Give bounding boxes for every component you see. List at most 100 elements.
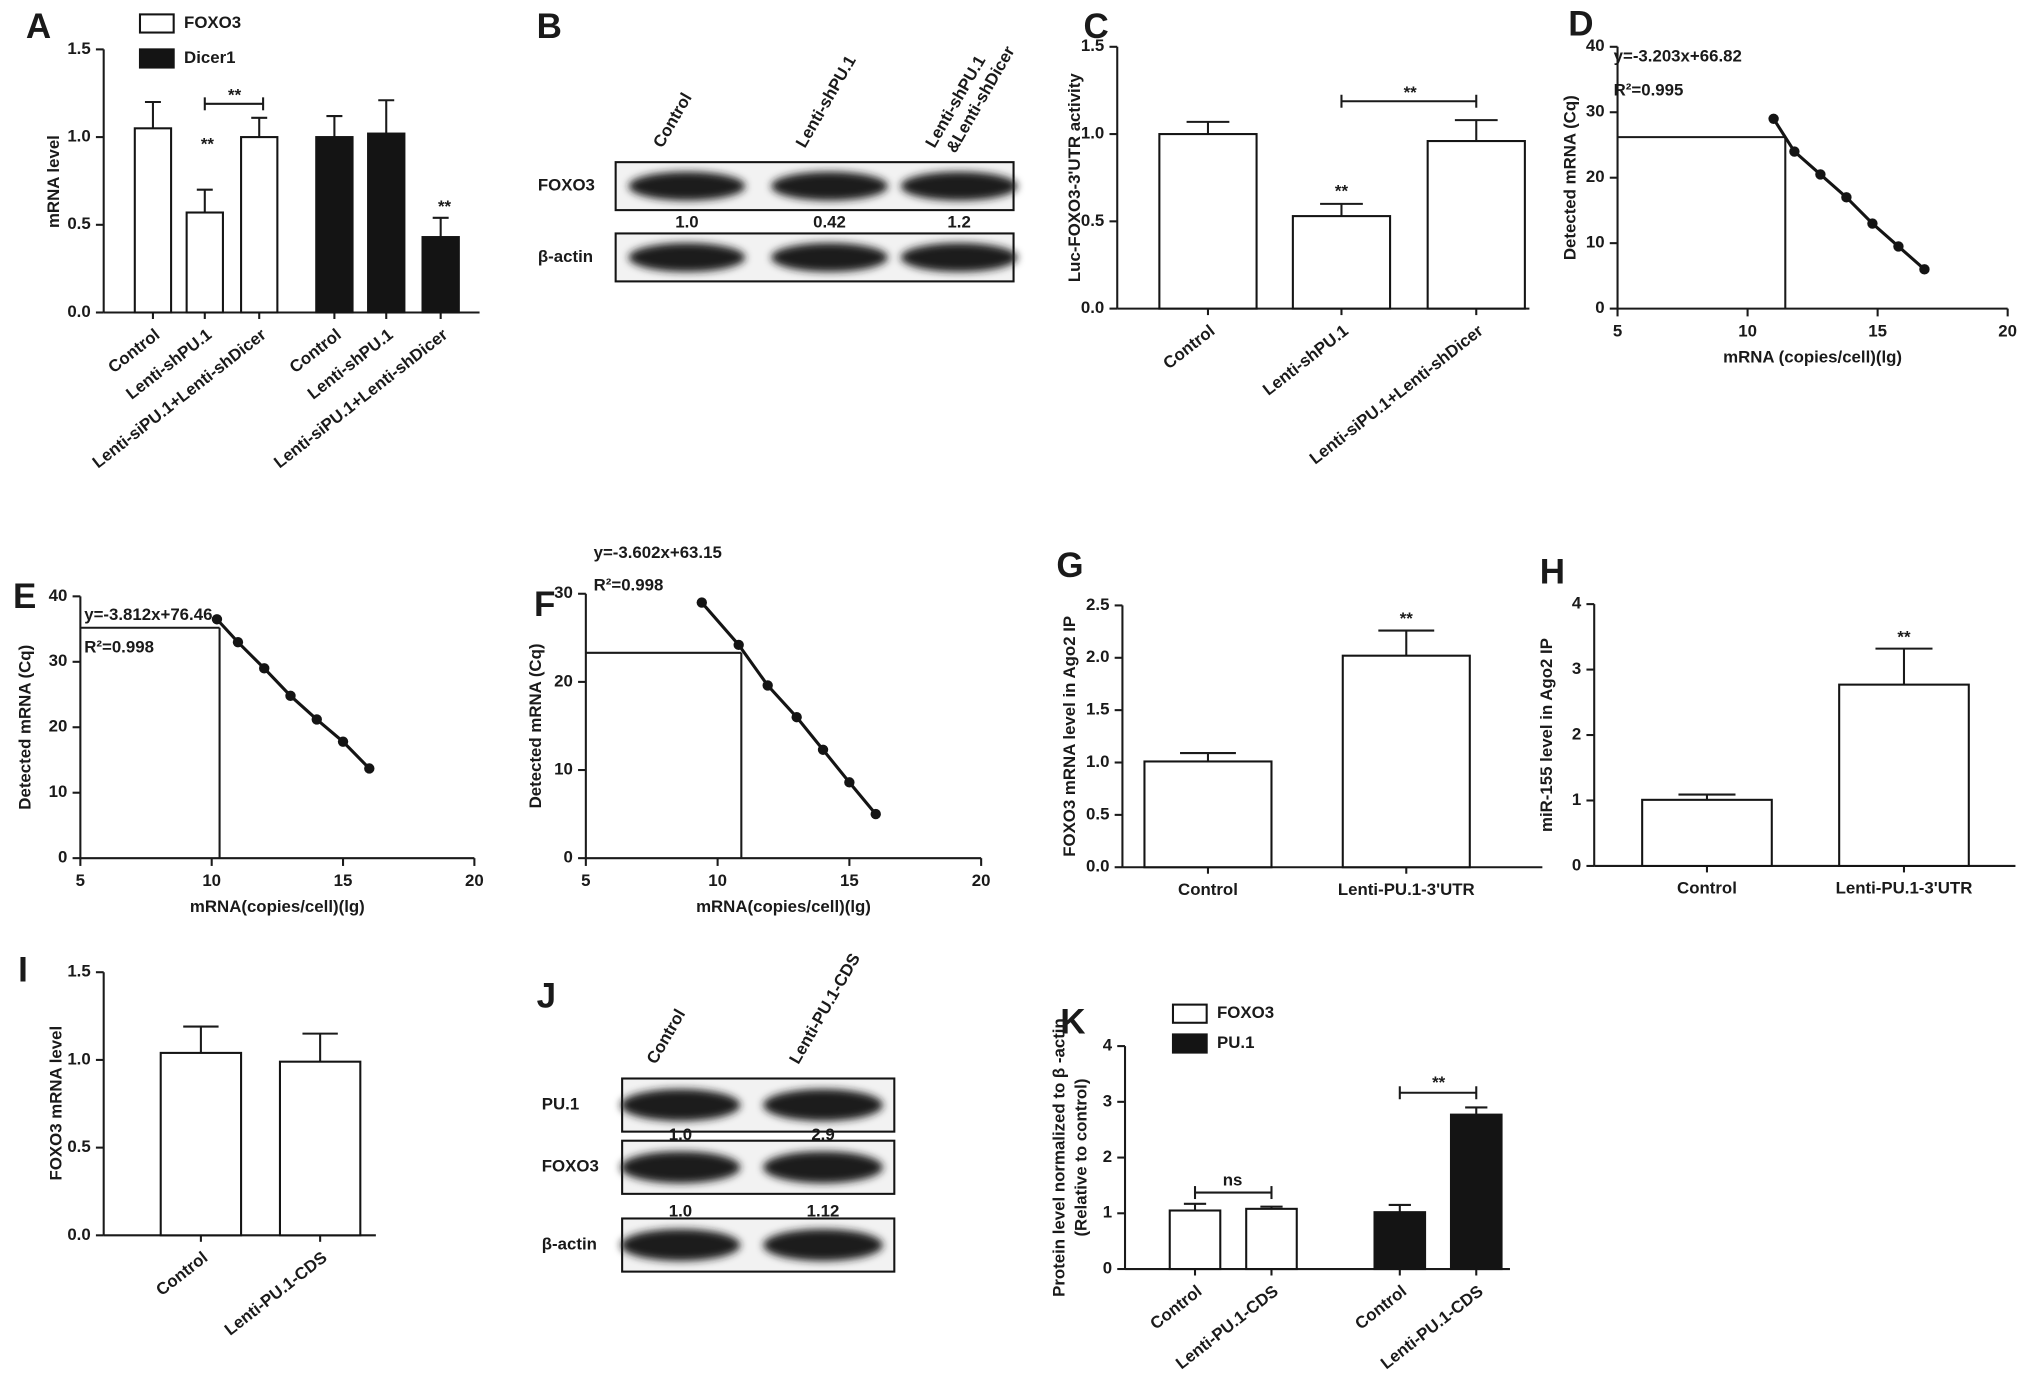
x-tick-label: Lenti-PU.1-3'UTR: [1338, 880, 1475, 899]
data-point: [1789, 146, 1800, 157]
x-tick-label: 5: [76, 871, 85, 890]
bar: [1641, 798, 1773, 867]
y-axis-title: Detected mRNA (Cq): [1560, 95, 1579, 260]
row-label: FOXO3: [542, 1157, 599, 1176]
x-tick-label: 15: [840, 871, 859, 890]
y-tick-label: 10: [49, 782, 68, 801]
annotation: **: [1400, 609, 1414, 628]
y-tick-label: 1: [1103, 1203, 1112, 1222]
annotation: **: [228, 86, 242, 105]
x-tick-label: 5: [1613, 321, 1622, 340]
blot-band: [900, 243, 1018, 272]
quantity: 1.0: [669, 1125, 692, 1144]
blot-band: [620, 1089, 741, 1122]
annotation: **: [201, 135, 215, 154]
y-tick-label: 1.5: [1086, 700, 1109, 719]
blot-band: [771, 171, 888, 201]
legend-label: Dicer1: [184, 48, 235, 67]
panel-letter: G: [1056, 546, 1083, 585]
bar: [1143, 760, 1273, 869]
panel-letter: A: [26, 7, 51, 46]
data-point: [870, 808, 881, 820]
data-point: [232, 636, 244, 648]
y-tick-label: 40: [49, 586, 68, 605]
bar: [240, 136, 279, 314]
y-tick-label: 2: [1572, 724, 1581, 743]
annotation: **: [438, 197, 452, 216]
data-point: [1815, 169, 1826, 180]
panel-letter: F: [534, 585, 555, 624]
y-tick-label: 30: [1586, 102, 1605, 121]
bar: [1291, 215, 1392, 310]
annotation: ns: [1223, 1170, 1243, 1189]
bar: [315, 136, 354, 314]
y-tick-label: 1: [1572, 790, 1581, 809]
y-tick-label: 2: [1103, 1147, 1112, 1166]
row-label: β-actin: [542, 1235, 597, 1254]
y-tick-label: 20: [49, 717, 68, 736]
y-tick-label: 2.0: [1086, 647, 1109, 666]
blot-band: [620, 1151, 741, 1184]
y-axis-title: Detected mRNA (Cq): [15, 645, 34, 810]
equation: y=-3.203x+66.82: [1614, 47, 1742, 66]
y-tick-label: 1.0: [1081, 124, 1104, 143]
x-tick-label: Lenti-PU.1-3'UTR: [1836, 879, 1973, 898]
y-tick-label: 0: [58, 848, 67, 867]
annotation: **: [1335, 181, 1349, 200]
blot-band: [763, 1229, 883, 1261]
y-tick-label: 1.5: [67, 39, 90, 58]
quantity: 2.9: [811, 1125, 834, 1144]
annotation: **: [1897, 627, 1911, 646]
y-tick-label: 30: [49, 651, 68, 670]
y-tick-label: 0: [1103, 1258, 1112, 1277]
data-point: [1867, 218, 1878, 229]
bar: [1838, 683, 1970, 867]
y-tick-label: 4: [1103, 1036, 1113, 1055]
annotation: **: [1404, 83, 1418, 102]
data-point: [1768, 113, 1779, 124]
bar: [1245, 1207, 1298, 1271]
y-tick-label: 1.0: [67, 127, 90, 146]
y-axis-title: miR-155 level in Ago2 IP: [1537, 638, 1556, 832]
y-tick-label: 3: [1103, 1091, 1112, 1110]
data-point: [762, 680, 773, 691]
bar: [421, 236, 460, 314]
y-tick-label: 3: [1572, 659, 1581, 678]
panel-letter: B: [537, 7, 562, 46]
x-tick-label: Control: [1677, 879, 1737, 898]
y-tick-label: 0.0: [1081, 298, 1104, 317]
panel-letter: H: [1540, 553, 1565, 592]
legend-label: FOXO3: [184, 13, 241, 32]
y-tick-label: 0: [1572, 855, 1581, 874]
y-tick-label: 0.0: [67, 1225, 90, 1244]
y-tick-label: 0.0: [1086, 857, 1109, 876]
x-tick-label: 10: [1738, 321, 1757, 340]
data-point: [733, 639, 744, 651]
x-tick-label: 20: [465, 871, 484, 890]
y-tick-label: 10: [554, 759, 573, 778]
r-squared: R²=0.998: [84, 638, 154, 657]
y-tick-label: 0.5: [67, 1137, 90, 1156]
bar: [1373, 1211, 1427, 1271]
blot-band: [628, 243, 746, 272]
panel-letter: D: [1568, 4, 1593, 43]
data-point: [1893, 241, 1904, 252]
y-tick-label: 20: [554, 671, 573, 690]
lane-label: Lenti-shPU.1: [792, 52, 860, 151]
y-tick-label: 0.0: [67, 302, 90, 321]
x-tick-label: Control: [1147, 1281, 1206, 1333]
y-tick-label: 4: [1572, 594, 1582, 613]
data-point: [1841, 192, 1852, 203]
lane-label: Lenti-PU.1-CDS: [785, 950, 864, 1067]
x-tick-label: 20: [972, 871, 991, 890]
x-tick-label: 15: [1868, 321, 1887, 340]
y-tick-label: 1.0: [1086, 752, 1109, 771]
x-tick-label: Control: [1160, 321, 1219, 373]
bar: [185, 211, 224, 314]
bar: [367, 132, 406, 314]
y-axis-title: Protein level normalized to β -actin: [1050, 1018, 1069, 1297]
data-point: [259, 663, 270, 674]
row-label: FOXO3: [538, 176, 595, 195]
bar: [159, 1051, 243, 1237]
